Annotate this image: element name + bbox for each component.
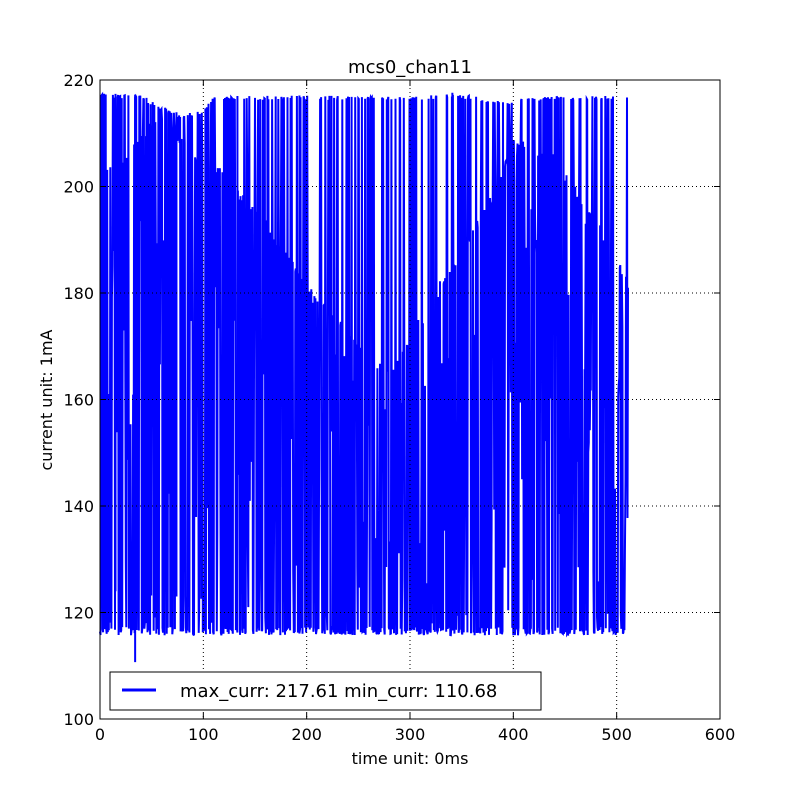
x-tick-label: 400 [498, 725, 529, 744]
x-tick-label: 500 [601, 725, 632, 744]
y-tick-label: 200 [63, 178, 94, 197]
y-tick-label: 100 [63, 710, 94, 729]
x-tick-label: 100 [188, 725, 219, 744]
legend-box [109, 671, 542, 711]
y-tick-label: 220 [63, 71, 94, 90]
y-axis-label: current unit: 1mA [37, 329, 56, 470]
x-tick-label: 0 [95, 725, 105, 744]
y-tick-label: 120 [63, 604, 94, 623]
x-tick-label: 600 [705, 725, 736, 744]
grid-layer [100, 80, 720, 719]
y-tick-label: 140 [63, 497, 94, 516]
legend-label: max_curr: 217.61 min_curr: 110.68 [180, 681, 497, 702]
x-tick-label: 300 [395, 725, 426, 744]
series-layer [99, 91, 629, 663]
series-line-current [99, 91, 629, 638]
y-tick-label: 160 [63, 391, 94, 410]
legend: max_curr: 217.61 min_curr: 110.68 [109, 671, 542, 711]
y-tick-label: 180 [63, 284, 94, 303]
chart-title: mcs0_chan11 [348, 57, 472, 78]
x-axis-label: time unit: 0ms [352, 749, 469, 768]
x-tick-label: 200 [291, 725, 322, 744]
